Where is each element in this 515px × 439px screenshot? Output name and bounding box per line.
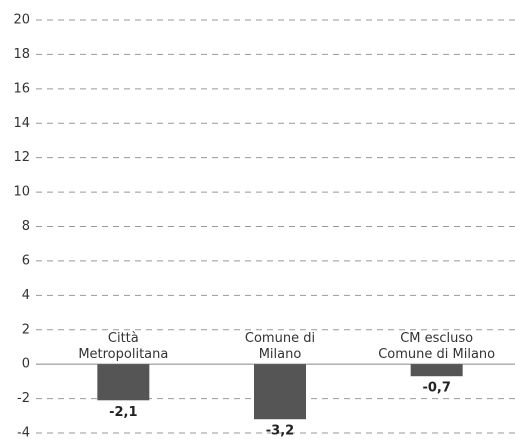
value-label: -3,2 [266,424,294,439]
y-tick-label: 18 [13,47,30,62]
y-tick-label: 14 [13,116,30,131]
bar [97,364,150,401]
y-tick-label: -2 [17,391,30,406]
bar [410,364,463,377]
y-tick-label: 10 [13,185,30,200]
y-tick-label: 2 [22,322,30,337]
y-tick-label: 16 [13,81,30,96]
value-label: -2,1 [109,405,137,420]
x-tick-label: Comune di Milano [245,331,315,362]
y-tick-label: 6 [22,253,30,268]
x-tick-label: CM escluso Comune di Milano [378,331,495,362]
y-tick-label: 8 [22,219,30,234]
x-tick-label: Città Metropolitana [78,331,168,362]
value-label: -0,7 [422,381,450,396]
y-tick-label: 0 [22,357,30,372]
bar [254,364,306,420]
y-tick-label: 20 [13,13,30,28]
y-tick-label: -4 [17,426,30,439]
y-tick-label: 4 [22,288,30,303]
y-tick-label: 12 [13,150,30,165]
